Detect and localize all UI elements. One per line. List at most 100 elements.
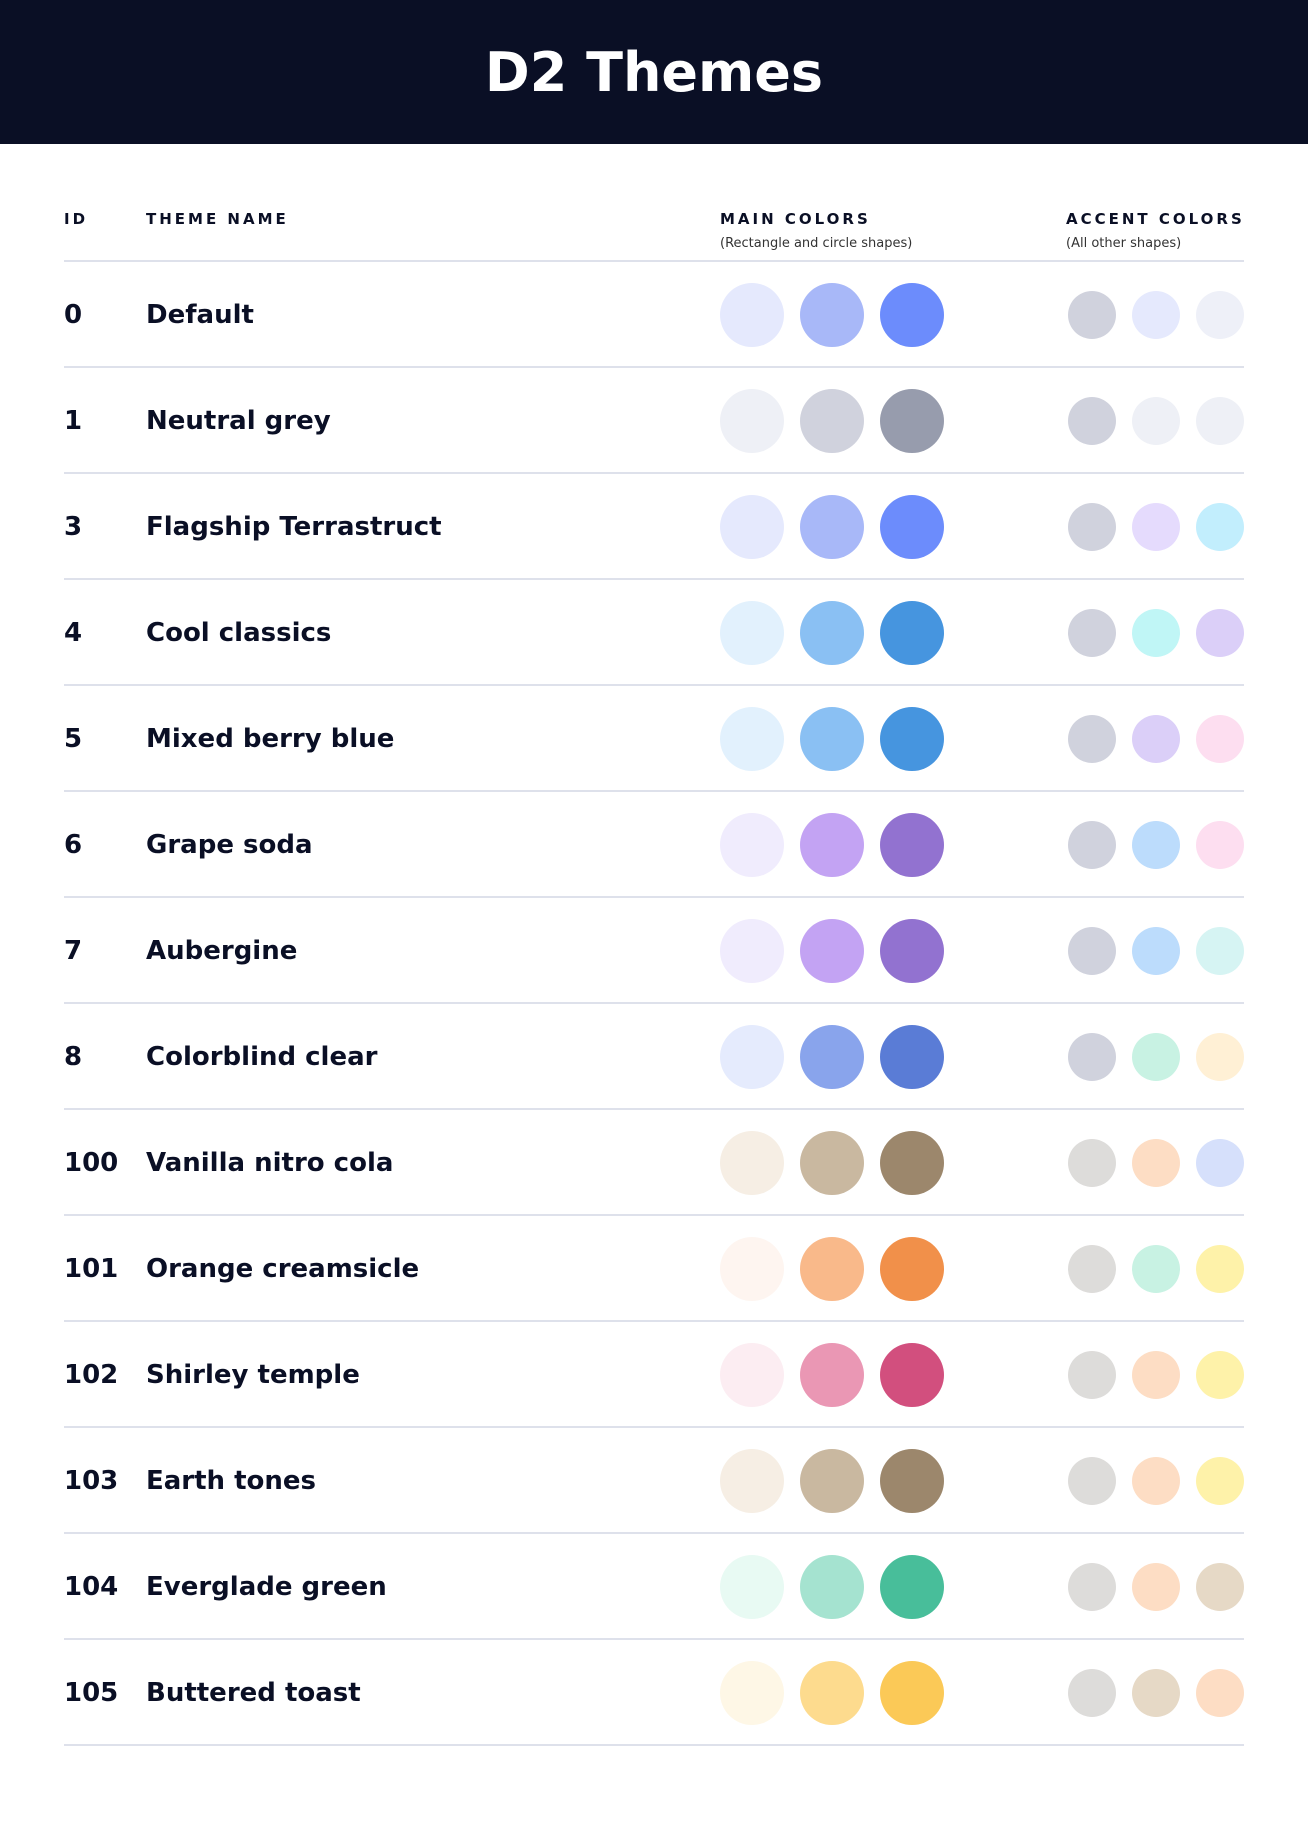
- theme-id: 1: [64, 406, 83, 436]
- accent-color-swatch: [1068, 1457, 1116, 1505]
- accent-color-swatch: [1196, 1457, 1244, 1505]
- column-header-accent: ACCENT COLORS: [1066, 210, 1245, 228]
- row-divider: [64, 1426, 1244, 1428]
- main-color-swatch: [720, 1555, 784, 1619]
- accent-color-swatch: [1068, 821, 1116, 869]
- row-divider: [64, 1320, 1244, 1322]
- accent-color-swatch: [1068, 609, 1116, 657]
- accent-color-swatch: [1068, 1245, 1116, 1293]
- accent-color-swatch: [1068, 715, 1116, 763]
- main-color-swatch: [800, 707, 864, 771]
- main-color-swatch: [880, 1449, 944, 1513]
- theme-id: 0: [64, 300, 83, 330]
- theme-id: 104: [64, 1572, 119, 1602]
- theme-id: 7: [64, 936, 83, 966]
- accent-color-swatch: [1068, 1139, 1116, 1187]
- main-color-swatch: [800, 1555, 864, 1619]
- main-color-swatch: [720, 1025, 784, 1089]
- row-divider: [64, 1744, 1244, 1746]
- accent-color-swatch: [1068, 397, 1116, 445]
- theme-id: 4: [64, 618, 83, 648]
- row-divider: [64, 684, 1244, 686]
- accent-color-swatch: [1132, 1139, 1180, 1187]
- main-color-swatch: [720, 601, 784, 665]
- theme-name: Mixed berry blue: [146, 724, 395, 754]
- table-row: 6 Grape soda: [0, 792, 1308, 898]
- accent-color-swatch: [1068, 1669, 1116, 1717]
- accent-color-swatch: [1132, 821, 1180, 869]
- main-color-swatch: [800, 1661, 864, 1725]
- accent-color-swatch: [1132, 609, 1180, 657]
- table-row: 3 Flagship Terrastruct: [0, 474, 1308, 580]
- row-divider: [64, 1002, 1244, 1004]
- accent-color-swatch: [1132, 503, 1180, 551]
- row-divider: [64, 1532, 1244, 1534]
- accent-color-swatch: [1196, 1245, 1244, 1293]
- main-color-swatch: [880, 1025, 944, 1089]
- theme-name: Buttered toast: [146, 1678, 361, 1708]
- theme-id: 100: [64, 1148, 119, 1178]
- table-row: 0 Default: [0, 262, 1308, 368]
- accent-color-swatch: [1196, 503, 1244, 551]
- page-title: D2 Themes: [484, 40, 824, 104]
- main-color-swatch: [880, 707, 944, 771]
- accent-color-swatch: [1132, 291, 1180, 339]
- column-subheader-accent: (All other shapes): [1066, 236, 1182, 251]
- accent-color-swatch: [1132, 1457, 1180, 1505]
- main-color-swatch: [800, 919, 864, 983]
- main-color-swatch: [880, 495, 944, 559]
- theme-name: Earth tones: [146, 1466, 317, 1496]
- accent-color-swatch: [1132, 1563, 1180, 1611]
- table-row: 1 Neutral grey: [0, 368, 1308, 474]
- main-color-swatch: [720, 1661, 784, 1725]
- main-color-swatch: [800, 1343, 864, 1407]
- accent-color-swatch: [1196, 715, 1244, 763]
- table-row: 104 Everglade green: [0, 1534, 1308, 1640]
- theme-id: 103: [64, 1466, 119, 1496]
- theme-id: 3: [64, 512, 83, 542]
- accent-color-swatch: [1196, 1563, 1244, 1611]
- accent-color-swatch: [1196, 1669, 1244, 1717]
- accent-color-swatch: [1196, 291, 1244, 339]
- theme-name: Colorblind clear: [146, 1042, 378, 1072]
- main-color-swatch: [800, 1449, 864, 1513]
- row-divider: [64, 1638, 1244, 1640]
- accent-color-swatch: [1068, 1351, 1116, 1399]
- theme-id: 105: [64, 1678, 119, 1708]
- main-color-swatch: [880, 1343, 944, 1407]
- row-divider: [64, 1108, 1244, 1110]
- column-header-name: THEME NAME: [146, 210, 289, 228]
- accent-color-swatch: [1196, 397, 1244, 445]
- theme-name: Vanilla nitro cola: [146, 1148, 394, 1178]
- theme-name: Aubergine: [146, 936, 298, 966]
- accent-color-swatch: [1068, 927, 1116, 975]
- main-color-swatch: [720, 1237, 784, 1301]
- header-divider: [64, 260, 1244, 262]
- main-color-swatch: [800, 1237, 864, 1301]
- accent-color-swatch: [1196, 1033, 1244, 1081]
- accent-color-swatch: [1132, 1669, 1180, 1717]
- theme-name: Grape soda: [146, 830, 313, 860]
- accent-color-swatch: [1132, 1245, 1180, 1293]
- theme-id: 5: [64, 724, 83, 754]
- accent-color-swatch: [1132, 397, 1180, 445]
- main-color-swatch: [720, 813, 784, 877]
- main-color-swatch: [800, 283, 864, 347]
- main-color-swatch: [880, 919, 944, 983]
- theme-id: 101: [64, 1254, 119, 1284]
- main-color-swatch: [720, 707, 784, 771]
- table-row: 8 Colorblind clear: [0, 1004, 1308, 1110]
- page-header: D2 Themes: [0, 0, 1308, 144]
- theme-name: Orange creamsicle: [146, 1254, 420, 1284]
- row-divider: [64, 790, 1244, 792]
- main-color-swatch: [800, 1025, 864, 1089]
- main-color-swatch: [720, 1343, 784, 1407]
- accent-color-swatch: [1132, 715, 1180, 763]
- main-color-swatch: [880, 283, 944, 347]
- main-color-swatch: [720, 1449, 784, 1513]
- main-color-swatch: [880, 389, 944, 453]
- column-header-id: ID: [64, 210, 89, 228]
- main-color-swatch: [800, 813, 864, 877]
- accent-color-swatch: [1132, 1033, 1180, 1081]
- theme-name: Everglade green: [146, 1572, 387, 1602]
